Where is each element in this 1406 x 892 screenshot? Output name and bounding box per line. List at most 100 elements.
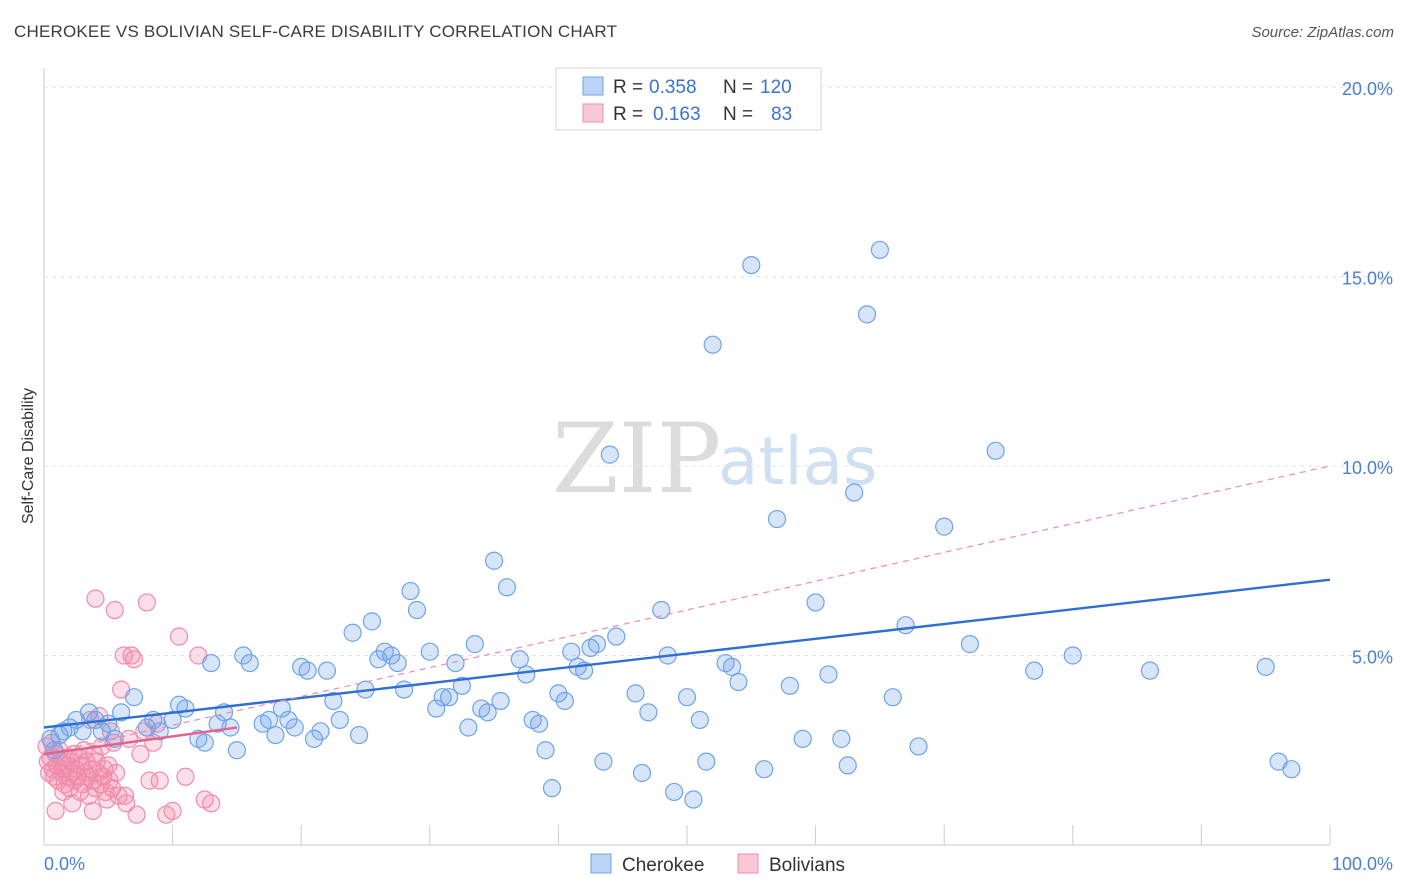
y-tick-label: 15.0%: [1342, 268, 1393, 288]
cherokee-point: [960, 635, 980, 654]
bolivians-point: [114, 646, 133, 665]
watermark: ZIP atlas: [552, 403, 878, 515]
cherokee-point: [986, 441, 1005, 460]
bottom-legend-swatch-cherokee: [590, 853, 612, 874]
cherokee-point: [806, 593, 825, 612]
cherokee-point: [349, 725, 369, 745]
cherokee-point: [452, 676, 472, 695]
cherokee-point: [401, 581, 420, 601]
cherokee-point: [600, 445, 619, 464]
cherokee-point: [607, 627, 626, 646]
cherokee-point: [909, 737, 928, 756]
cherokee-point: [324, 691, 343, 711]
cherokee-point: [285, 718, 304, 737]
cherokee-point: [491, 691, 510, 711]
bolivians-point: [105, 600, 124, 620]
legend-r-value-cherokee: 0.358: [649, 77, 697, 98]
cherokee-point: [639, 703, 658, 722]
cherokee-points: [41, 240, 1301, 809]
cherokee-point: [298, 661, 317, 680]
chart-title: CHEROKEE VS BOLIVIAN SELF-CARE DISABILIT…: [14, 22, 618, 41]
cherokee-point: [819, 665, 838, 684]
cherokee-point: [722, 657, 742, 676]
cherokee-point: [478, 703, 497, 722]
cherokee-point: [729, 672, 748, 692]
legend-r-label-cherokee: R =: [613, 77, 643, 98]
cherokee-point: [1282, 760, 1301, 779]
legend-swatch-cherokee: [582, 76, 604, 96]
cherokee-point: [587, 635, 607, 654]
cherokee-point: [420, 642, 439, 661]
cherokee-point: [703, 335, 722, 354]
cherokee-point: [427, 699, 446, 718]
series-legend: Cherokee Bolivians: [590, 853, 845, 876]
watermark-zip-text: ZIP: [552, 403, 721, 515]
bolivians-point: [117, 794, 136, 813]
cherokee-point: [594, 752, 613, 771]
cherokee-point: [485, 551, 504, 570]
bolivians-point: [163, 801, 182, 820]
cherokee-point: [838, 756, 857, 775]
cherokee-point: [510, 650, 529, 669]
cherokee-point: [883, 688, 902, 707]
cherokee-point: [517, 665, 536, 684]
cherokee-point: [227, 741, 246, 760]
cherokee-point: [407, 600, 427, 620]
cherokee-point: [433, 688, 452, 707]
cherokee-point: [793, 729, 812, 748]
bolivians-point: [124, 650, 144, 669]
bolivians-point: [131, 744, 150, 764]
cherokee-point: [240, 653, 259, 673]
cherokee-point: [311, 722, 330, 741]
legend-n-label-cherokee: N =: [723, 77, 753, 98]
legend-r-value-bolivians: 0.163: [653, 104, 701, 125]
x-tick-label-max: 100.0%: [1332, 854, 1393, 874]
cherokee-point: [562, 642, 581, 661]
x-axis-ticks: [172, 825, 1331, 845]
y-axis-label: Self-Care Disability: [20, 388, 37, 524]
cherokee-point: [112, 703, 131, 722]
cherokee-point: [362, 612, 382, 631]
cherokee-point: [124, 688, 144, 707]
cherokee-point: [388, 653, 407, 673]
bolivians-point: [202, 794, 221, 813]
bolivians-point: [176, 767, 195, 786]
cherokee-point: [697, 752, 716, 771]
cherokee-point: [195, 733, 214, 752]
cherokee-point: [665, 782, 684, 802]
cherokee-point: [279, 710, 298, 730]
cherokee-point: [780, 676, 799, 695]
bolivians-point: [86, 589, 105, 608]
y-tick-label: 20.0%: [1342, 79, 1393, 99]
cherokee-point: [439, 688, 459, 707]
cherokee-point: [330, 710, 349, 730]
cherokee-point: [1256, 657, 1275, 676]
source-label: Source: ZipAtlas.com: [1251, 24, 1394, 41]
cherokee-point: [555, 691, 574, 711]
cherokee-point: [530, 714, 549, 733]
y-tick-label: 10.0%: [1342, 458, 1393, 478]
bolivians-point: [54, 782, 73, 802]
cherokee-point: [343, 623, 362, 642]
cherokee-point: [870, 240, 890, 260]
cherokee-point: [536, 741, 555, 760]
cherokee-point: [549, 684, 568, 703]
cherokee-point: [767, 509, 787, 529]
cherokee-point: [459, 718, 478, 737]
cherokee-point: [259, 710, 279, 730]
bottom-legend-label-cherokee: Cherokee: [622, 855, 704, 876]
cherokee-point: [79, 703, 99, 722]
legend-n-value-bolivians: 83: [771, 104, 792, 125]
cherokee-point: [677, 688, 697, 707]
cherokee-point: [176, 699, 195, 718]
cherokee-point: [382, 646, 401, 665]
legend-swatch-bolivians: [582, 103, 604, 123]
cherokee-point: [755, 760, 774, 779]
bolivians-point: [97, 790, 117, 809]
trend-lines: [43, 465, 1331, 756]
cherokee-point: [935, 517, 954, 536]
cherokee-point: [465, 635, 484, 654]
cherokee-point: [304, 729, 324, 748]
bolivians-point: [115, 786, 135, 805]
